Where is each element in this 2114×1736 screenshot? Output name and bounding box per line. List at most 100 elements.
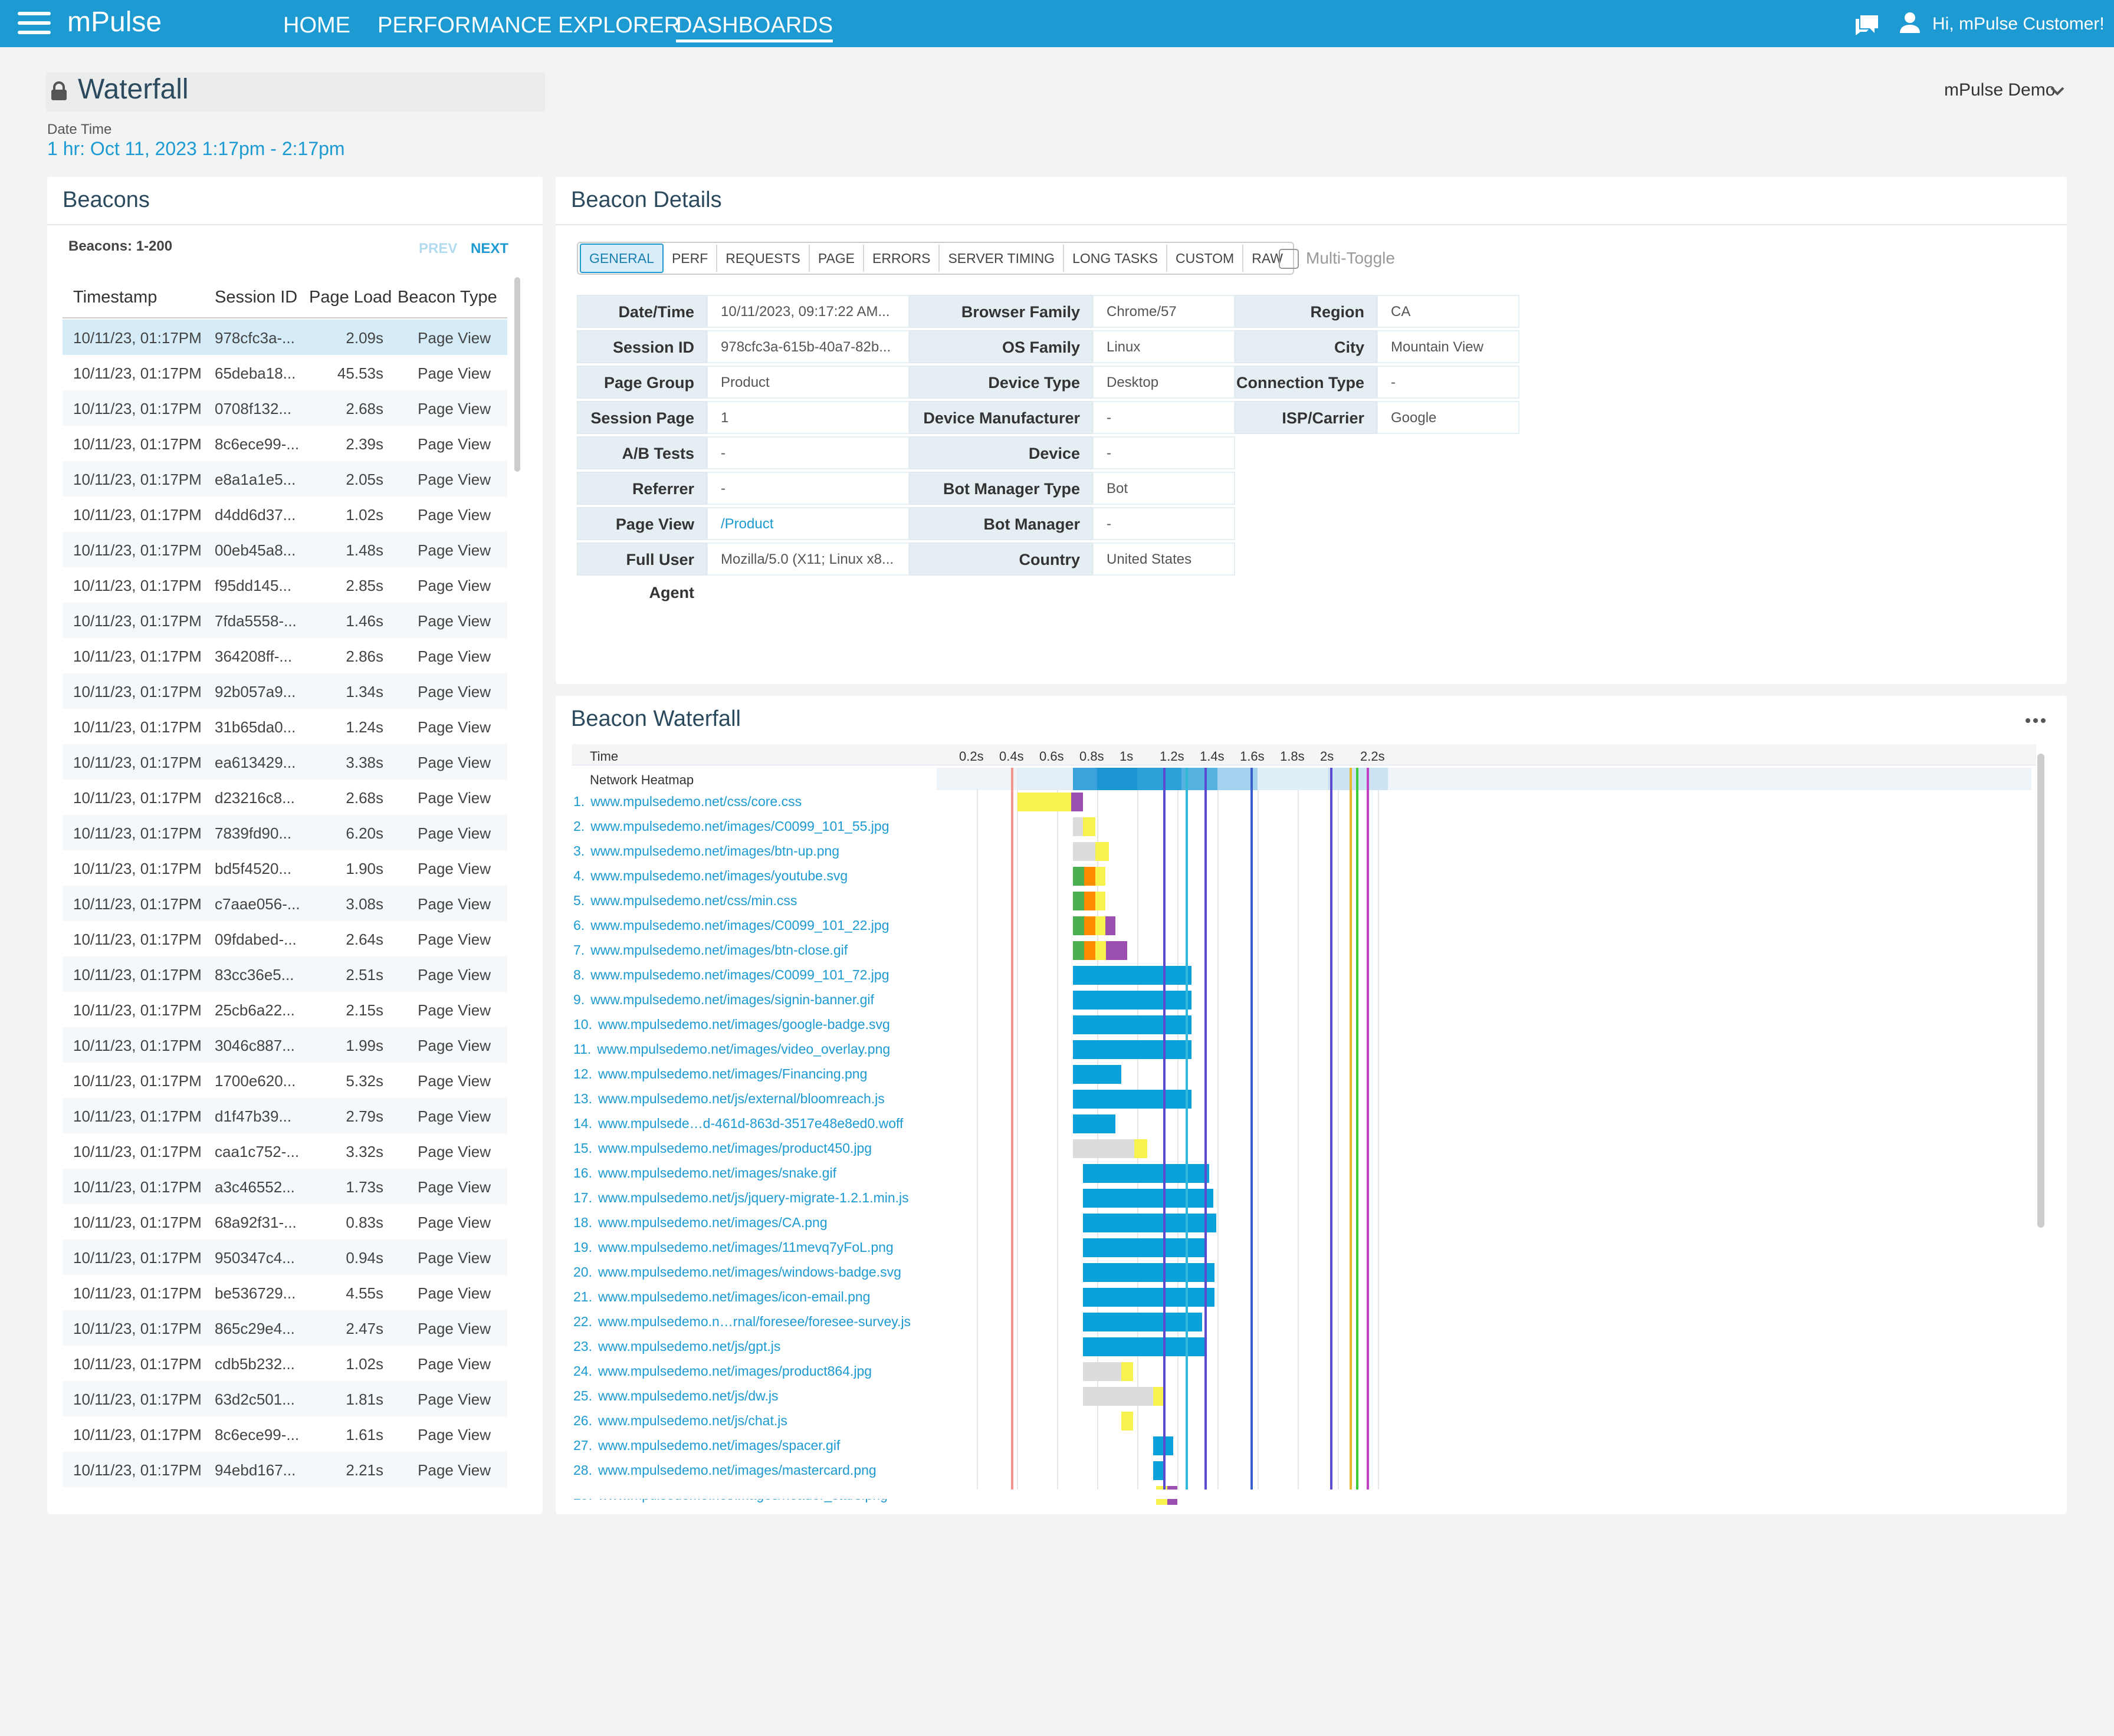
resource-link[interactable]: 22. www.mpulsedemo.n…rnal/foresee/foresee… bbox=[573, 1314, 911, 1330]
timing-bar-connect[interactable] bbox=[1084, 892, 1095, 910]
timing-bar-dns[interactable] bbox=[1073, 892, 1084, 910]
resource-link[interactable]: 25. www.mpulsedemo.net/js/dw.js bbox=[573, 1388, 779, 1404]
user-icon[interactable] bbox=[1898, 11, 1922, 34]
table-row[interactable]: 10/11/23, 01:17PM caa1c752-... 3.32s Page V… bbox=[63, 1133, 507, 1169]
timing-bar-wait[interactable] bbox=[1121, 1362, 1134, 1381]
table-row[interactable]: 10/11/23, 01:17PM 09fdabed-... 2.64s Page V… bbox=[63, 921, 507, 956]
resource-link[interactable]: 23. www.mpulsedemo.net/js/gpt.js bbox=[573, 1339, 780, 1354]
timing-bar-total[interactable] bbox=[1083, 1189, 1214, 1208]
timing-bar-total[interactable] bbox=[1083, 1164, 1210, 1183]
timing-bar-blocked[interactable] bbox=[1073, 1139, 1134, 1158]
table-row[interactable]: 10/11/23, 01:17PM f95dd145... 2.85s Page Vi… bbox=[63, 567, 507, 603]
multi-toggle-checkbox[interactable] bbox=[1279, 249, 1299, 269]
timing-bar-total[interactable] bbox=[1083, 1313, 1203, 1331]
nav-performance-explorer[interactable]: PERFORMANCE EXPLORER bbox=[378, 13, 681, 38]
col-session-id[interactable]: Session ID bbox=[215, 288, 298, 307]
table-row[interactable]: 10/11/23, 01:17PM be536729... 4.55s Page Vi… bbox=[63, 1275, 507, 1310]
table-row[interactable]: 10/11/23, 01:17PM 63d2c501... 1.81s Page Vi… bbox=[63, 1381, 507, 1416]
menu-icon[interactable] bbox=[18, 12, 51, 34]
timing-bar-wait[interactable] bbox=[1095, 892, 1105, 910]
timing-bar-total[interactable] bbox=[1153, 1461, 1164, 1480]
resource-link[interactable]: 6. www.mpulsedemo.net/images/C0099_101_22… bbox=[573, 918, 889, 933]
timing-bar-total[interactable] bbox=[1083, 1288, 1214, 1307]
table-row[interactable]: 10/11/23, 01:17PM 7839fd90... 6.20s Page Vi… bbox=[63, 815, 507, 850]
user-greeting[interactable]: Hi, mPulse Customer! bbox=[1932, 14, 2105, 34]
timing-bar-total[interactable] bbox=[1073, 991, 1191, 1010]
timing-bar-wait[interactable] bbox=[1095, 867, 1105, 886]
timing-bar-content[interactable] bbox=[1105, 916, 1115, 935]
resource-link[interactable]: 2. www.mpulsedemo.net/images/C0099_101_55… bbox=[573, 818, 889, 834]
tenant-selector[interactable]: mPulse Demo bbox=[1944, 80, 2056, 100]
table-row[interactable]: 10/11/23, 01:17PM d1f47b39... 2.79s Page Vi… bbox=[63, 1098, 507, 1133]
timing-bar-dns[interactable] bbox=[1073, 941, 1084, 960]
table-row[interactable]: 10/11/23, 01:17PM ea613429... 3.38s Page Vi… bbox=[63, 744, 507, 780]
tab-page[interactable]: PAGE bbox=[810, 245, 865, 272]
table-row[interactable]: 10/11/23, 01:17PM 65deba18... 45.53s Page V… bbox=[63, 355, 507, 390]
table-row[interactable]: 10/11/23, 01:17PM 865c29e4... 2.47s Page Vi… bbox=[63, 1310, 507, 1346]
table-row[interactable]: 10/11/23, 01:17PM 25cb6a22... 2.15s Page Vi… bbox=[63, 992, 507, 1027]
nav-dashboards[interactable]: DASHBOARDS bbox=[676, 13, 833, 42]
resource-link[interactable]: 19. www.mpulsedemo.net/images/11mevq7yFoL… bbox=[573, 1239, 894, 1255]
tab-errors[interactable]: ERRORS bbox=[864, 245, 940, 272]
timing-bar-wait[interactable] bbox=[1121, 1412, 1134, 1431]
table-row[interactable]: 10/11/23, 01:17PM 978cfc3a-... 2.09s Page V… bbox=[63, 320, 507, 355]
timing-bar-total[interactable] bbox=[1073, 966, 1191, 985]
tab-requests[interactable]: REQUESTS bbox=[717, 245, 810, 272]
table-row[interactable]: 10/11/23, 01:17PM d4dd6d37... 1.02s Page Vi… bbox=[63, 497, 507, 532]
table-row[interactable]: 10/11/23, 01:17PM 1700e620... 5.32s Page Vi… bbox=[63, 1063, 507, 1098]
resource-link[interactable]: 26. www.mpulsedemo.net/js/chat.js bbox=[573, 1413, 787, 1429]
chevron-down-icon[interactable] bbox=[2049, 84, 2066, 98]
col-beacon-type[interactable]: Beacon Type bbox=[398, 288, 497, 307]
resource-link[interactable]: 8. www.mpulsedemo.net/images/C0099_101_72… bbox=[573, 967, 889, 983]
timing-bar-content[interactable] bbox=[1071, 793, 1084, 811]
next-button[interactable]: NEXT bbox=[471, 241, 509, 257]
timing-bar-total[interactable] bbox=[1073, 1114, 1115, 1133]
table-row[interactable]: 10/11/23, 01:17PM 31b65da0... 1.24s Page Vi… bbox=[63, 709, 507, 744]
tab-custom[interactable]: CUSTOM bbox=[1167, 245, 1244, 272]
table-row[interactable]: 10/11/23, 01:17PM 950347c4... 0.94s Page Vi… bbox=[63, 1239, 507, 1275]
table-row[interactable]: 10/11/23, 01:17PM 68a92f31-... 0.83s Page V… bbox=[63, 1204, 507, 1239]
table-row[interactable]: 10/11/23, 01:17PM 3046c887... 1.99s Page Vi… bbox=[63, 1027, 507, 1063]
timing-bar-wait[interactable] bbox=[1134, 1139, 1147, 1158]
resource-link[interactable]: 9. www.mpulsedemo.net/images/signin-banne… bbox=[573, 992, 874, 1008]
timing-bar-wait[interactable] bbox=[1017, 793, 1071, 811]
col-page-load[interactable]: Page Load bbox=[309, 288, 392, 307]
app-logo[interactable]: mPulse bbox=[67, 6, 162, 38]
tab-server-timing[interactable]: SERVER TIMING bbox=[940, 245, 1065, 272]
timing-bar-connect[interactable] bbox=[1084, 867, 1095, 886]
table-row[interactable]: 10/11/23, 01:17PM 0708f132... 2.68s Page Vi… bbox=[63, 390, 507, 426]
timing-bar-total[interactable] bbox=[1073, 1015, 1191, 1034]
table-row[interactable]: 10/11/23, 01:17PM 8c6ece99-... 1.61s Page V… bbox=[63, 1416, 507, 1452]
resource-link[interactable]: 3. www.mpulsedemo.net/images/btn-up.png bbox=[573, 843, 839, 859]
timing-bar-content[interactable] bbox=[1106, 941, 1127, 960]
col-timestamp[interactable]: Timestamp bbox=[73, 288, 157, 307]
resource-link[interactable]: 15. www.mpulsedemo.net/images/product450.… bbox=[573, 1140, 872, 1156]
table-row[interactable]: 10/11/23, 01:17PM a3c46552... 1.73s Page Vi… bbox=[63, 1169, 507, 1204]
table-row[interactable]: 10/11/23, 01:17PM bd5f4520... 1.90s Page Vi… bbox=[63, 850, 507, 886]
nav-home[interactable]: HOME bbox=[283, 13, 350, 38]
timing-bar-wait[interactable] bbox=[1095, 916, 1105, 935]
resource-link[interactable]: 1. www.mpulsedemo.net/css/core.css bbox=[573, 794, 802, 810]
resource-link[interactable]: 12. www.mpulsedemo.net/images/Financing.p… bbox=[573, 1066, 867, 1082]
date-time-value[interactable]: 1 hr: Oct 11, 2023 1:17pm - 2:17pm bbox=[47, 138, 345, 159]
table-row[interactable]: 10/11/23, 01:17PM 94ebd167... 2.21s Page Vi… bbox=[63, 1452, 507, 1487]
timing-bar-blocked[interactable] bbox=[1083, 1387, 1154, 1406]
timing-bar-dns[interactable] bbox=[1073, 916, 1084, 935]
timing-bar-blocked[interactable] bbox=[1083, 1362, 1121, 1381]
resource-link[interactable]: 14. www.mpulsede…d-461d-863d-3517e48e8ed0… bbox=[573, 1116, 903, 1132]
timing-bar-wait[interactable] bbox=[1095, 842, 1109, 861]
tab-raw[interactable]: RAW bbox=[1252, 251, 1284, 266]
resource-link[interactable]: 20. www.mpulsedemo.net/images/windows-bad… bbox=[573, 1264, 901, 1280]
resource-link[interactable]: 21. www.mpulsedemo.net/images/icon-email.… bbox=[573, 1289, 870, 1305]
tab-general[interactable]: GENERAL bbox=[580, 244, 664, 273]
table-row[interactable]: 10/11/23, 01:17PM 7fda5558-... 1.46s Page V… bbox=[63, 603, 507, 638]
waterfall-scrollbar[interactable] bbox=[2037, 754, 2044, 1228]
resource-link[interactable]: 24. www.mpulsedemo.net/images/product864.… bbox=[573, 1363, 872, 1379]
resource-link[interactable]: 28. www.mpulsedemo.net/images/mastercard.… bbox=[573, 1462, 877, 1478]
timing-bar-total[interactable] bbox=[1073, 1040, 1191, 1059]
table-row[interactable]: 10/11/23, 01:17PM d23216c8... 2.68s Page Vi… bbox=[63, 780, 507, 815]
beacons-scrollbar[interactable] bbox=[514, 277, 520, 472]
page-view-value[interactable]: /Product bbox=[707, 507, 910, 540]
table-row[interactable]: 10/11/23, 01:17PM 8c6ece99-... 2.39s Page V… bbox=[63, 426, 507, 461]
resource-link[interactable]: 4. www.mpulsedemo.net/images/youtube.svg bbox=[573, 868, 848, 884]
